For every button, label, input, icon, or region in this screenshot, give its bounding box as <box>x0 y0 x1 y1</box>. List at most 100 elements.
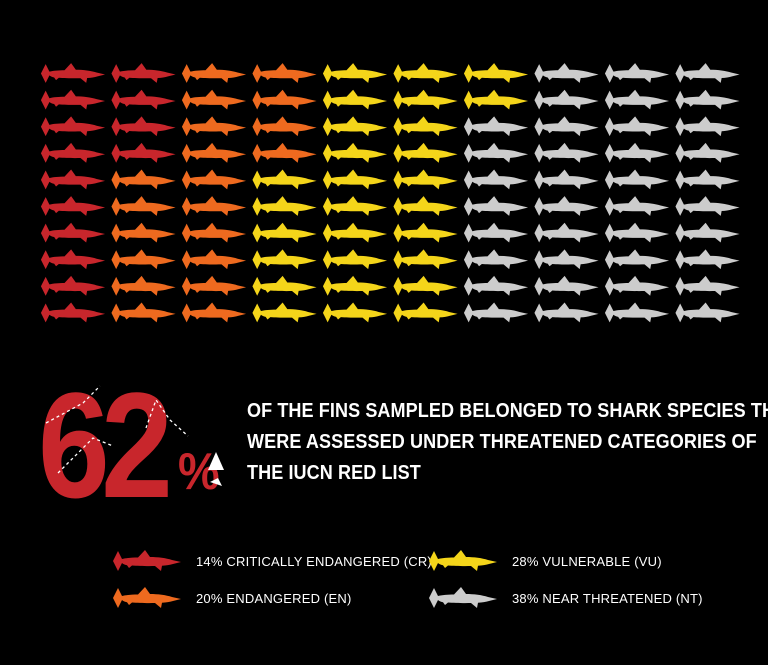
shark-unit-icon <box>604 249 670 270</box>
shark-unit-icon <box>322 169 388 190</box>
shark-unit-icon <box>322 249 388 270</box>
shark-unit-icon <box>181 169 247 190</box>
shark-unit-icon <box>534 222 599 243</box>
legend-item-nt: 38% NEAR THREATENED (NT) <box>428 586 703 610</box>
shark-unit-icon <box>463 249 529 270</box>
shark-unit-icon <box>393 275 458 296</box>
headline-line-3: THE IUCN RED LIST <box>247 461 421 484</box>
shark-unit-icon <box>40 142 106 163</box>
shark-unit-icon <box>111 142 176 163</box>
shark-unit-icon <box>393 89 458 110</box>
shark-unit-icon <box>604 116 670 137</box>
shark-unit-icon <box>252 275 317 296</box>
headline-line-1: OF THE FINS SAMPLED BELONGED TO SHARK SP… <box>247 399 768 422</box>
shark-unit-icon <box>604 222 670 243</box>
shark-unit-icon <box>40 116 106 137</box>
shark-icon <box>112 549 182 573</box>
shark-unit-icon <box>675 222 740 243</box>
shark-unit-icon <box>252 89 317 110</box>
shark-unit-icon <box>393 116 458 137</box>
legend-label-nt: 38% NEAR THREATENED (NT) <box>512 590 703 606</box>
legend-item-en: 20% ENDANGERED (EN) <box>112 586 352 610</box>
shark-icon <box>428 586 498 610</box>
shark-unit-icon <box>534 302 599 323</box>
shark-unit-icon <box>463 63 529 83</box>
shark-unit-icon <box>40 275 106 296</box>
big-number: 62 <box>38 361 173 529</box>
shark-unit-icon <box>40 89 106 110</box>
shark-unit-icon <box>604 275 670 296</box>
shark-unit-icon <box>111 169 176 190</box>
shark-unit-icon <box>675 275 740 296</box>
shark-unit-icon <box>604 169 670 190</box>
shark-fin-outline-icon <box>45 385 224 486</box>
shark-unit-icon <box>181 89 247 110</box>
shark-unit-icon <box>111 116 176 137</box>
shark-unit-icon <box>322 275 388 296</box>
shark-unit-icon <box>604 63 670 83</box>
shark-unit-icon <box>463 142 529 163</box>
shark-unit-icon <box>534 169 599 190</box>
shark-unit-icon <box>322 302 388 323</box>
shark-unit-icon <box>111 275 176 296</box>
shark-unit-icon <box>463 89 529 110</box>
shark-unit-icon <box>40 63 106 83</box>
shark-unit-icon <box>675 249 740 270</box>
shark-unit-icon <box>463 116 529 137</box>
shark-unit-icon <box>393 196 458 216</box>
legend-label-vu: 28% VULNERABLE (VU) <box>512 553 662 569</box>
shark-unit-icon <box>111 89 176 110</box>
legend-label-cr: 14% CRITICALLY ENDANGERED (CR) <box>196 553 432 569</box>
shark-unit-icon <box>534 142 599 163</box>
shark-unit-icon <box>252 222 317 243</box>
shark-unit-icon <box>393 302 458 323</box>
shark-unit-icon <box>393 169 458 190</box>
shark-unit-icon <box>675 302 740 323</box>
shark-unit-icon <box>463 169 529 190</box>
shark-unit-icon <box>40 222 106 243</box>
shark-unit-icon <box>252 196 317 216</box>
shark-unit-icon <box>322 196 388 216</box>
shark-unit-icon <box>675 63 740 83</box>
shark-unit-icon <box>181 196 247 216</box>
shark-unit-icon <box>40 196 106 216</box>
shark-unit-icon <box>252 116 317 137</box>
shark-unit-icon <box>534 249 599 270</box>
shark-unit-icon <box>40 302 106 323</box>
shark-icon <box>112 586 182 610</box>
shark-icon <box>428 549 498 573</box>
shark-unit-icon <box>463 275 529 296</box>
percent-sign: % <box>178 443 220 501</box>
headline-text: OF THE FINS SAMPLED BELONGED TO SHARK SP… <box>247 395 768 488</box>
shark-unit-icon <box>534 89 599 110</box>
shark-unit-icon <box>322 142 388 163</box>
shark-unit-icon <box>111 249 176 270</box>
shark-unit-icon <box>393 63 458 83</box>
shark-unit-icon <box>675 116 740 137</box>
shark-unit-icon <box>604 196 670 216</box>
shark-unit-icon <box>675 196 740 216</box>
shark-unit-icon <box>111 63 176 83</box>
shark-unit-icon <box>463 196 529 216</box>
shark-unit-icon <box>181 222 247 243</box>
shark-unit-icon <box>181 142 247 163</box>
shark-unit-icon <box>181 275 247 296</box>
shark-unit-icon <box>322 63 388 83</box>
shark-pictogram-grid <box>40 63 740 323</box>
shark-unit-icon <box>111 302 176 323</box>
big-percentage: 62 % <box>38 370 238 520</box>
shark-unit-icon <box>181 249 247 270</box>
shark-unit-icon <box>675 89 740 110</box>
legend-item-vu: 28% VULNERABLE (VU) <box>428 549 662 573</box>
shark-unit-icon <box>322 116 388 137</box>
shark-unit-icon <box>463 222 529 243</box>
shark-unit-icon <box>393 142 458 163</box>
shark-unit-icon <box>604 142 670 163</box>
shark-unit-icon <box>322 89 388 110</box>
shark-unit-icon <box>111 222 176 243</box>
shark-unit-icon <box>252 142 317 163</box>
shark-unit-icon <box>322 222 388 243</box>
shark-unit-icon <box>675 142 740 163</box>
shark-unit-icon <box>111 196 176 216</box>
shark-unit-icon <box>40 169 106 190</box>
